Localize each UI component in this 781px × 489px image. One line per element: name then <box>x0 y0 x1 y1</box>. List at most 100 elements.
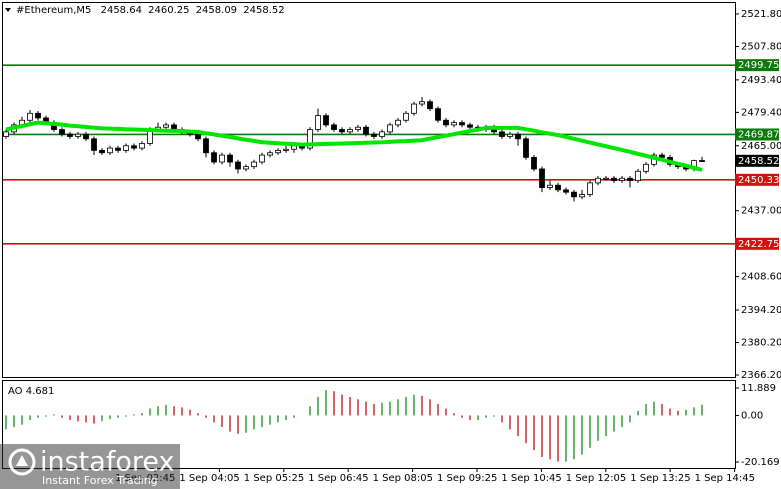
candle-body <box>267 152 273 156</box>
y-tick-label: 2465.00 <box>741 141 781 152</box>
candle-body <box>67 133 73 137</box>
y-tick-label: 0.00 <box>741 410 763 421</box>
candle-body <box>131 145 137 149</box>
candle-body <box>163 124 169 128</box>
candle-body <box>83 133 89 140</box>
ao-title: AO 4.681 <box>8 386 54 397</box>
level-label: 2469.87 <box>738 129 779 140</box>
candle-body <box>227 154 233 163</box>
candle-body <box>243 166 249 170</box>
candle-body <box>291 145 297 150</box>
y-tick-label: 2521.80 <box>741 9 781 20</box>
candle-body <box>627 177 633 181</box>
candle-body <box>619 177 625 181</box>
candle-body <box>27 112 33 121</box>
x-tick-label: 1 Sep 02:45 <box>115 473 175 484</box>
last-price-label: 2458.52 <box>738 156 779 167</box>
y-tick-label: 2507.80 <box>741 41 781 52</box>
candle-body <box>115 147 121 151</box>
candle-body <box>451 122 457 126</box>
candle-body <box>459 122 465 126</box>
header: #Ethereum,M5 2458.64 2460.25 2458.09 245… <box>16 5 285 16</box>
candle-body <box>603 177 609 180</box>
brand: instaforex <box>40 447 174 478</box>
candle-body <box>3 131 9 137</box>
x-tick-label: 1 Sep 04:05 <box>179 473 239 484</box>
level-tag <box>735 237 779 250</box>
header-low: 2458.09 <box>196 5 237 16</box>
y-tick-label: 2408.60 <box>741 272 781 283</box>
level-label: 2499.75 <box>738 60 779 71</box>
y-tick-label: 2394.20 <box>741 305 781 316</box>
x-tick-label: 1 Sep 06:45 <box>308 473 368 484</box>
logo-ring <box>8 448 36 476</box>
candle-body <box>523 138 529 158</box>
candle-body <box>59 129 65 135</box>
candle-body <box>91 138 97 151</box>
x-tick-label: 1 Sep 05:25 <box>244 473 304 484</box>
y-tick-label: 11.889 <box>741 383 776 394</box>
candle-body <box>203 138 209 154</box>
candle-body <box>547 184 553 188</box>
candle-body <box>699 160 705 162</box>
candle-body <box>419 101 425 105</box>
x-tick-label: 1 Sep 14:45 <box>695 473 755 484</box>
candle-body <box>555 184 561 191</box>
symbol: #Ethereum,M5 <box>16 5 91 16</box>
candle-body <box>219 154 225 163</box>
candle-body <box>259 154 265 163</box>
candle-body <box>635 170 641 181</box>
level-tag <box>735 59 779 72</box>
y-tick-label: 2493.40 <box>741 75 781 86</box>
level-label: 2422.75 <box>738 239 779 250</box>
candle-body <box>379 131 385 137</box>
candle-body <box>395 119 401 126</box>
candle-body <box>611 177 617 181</box>
y-tick-label: 2366.20 <box>741 370 781 381</box>
candle-body <box>427 101 433 110</box>
candle-body <box>275 150 281 154</box>
candle-body <box>659 154 665 158</box>
level-tag <box>735 173 779 186</box>
logo-mark <box>16 455 28 466</box>
candle-body <box>347 129 353 133</box>
moving-average <box>5 120 703 172</box>
x-tick-label: 1 Sep 10:45 <box>501 473 561 484</box>
y-tick-label: 2380.20 <box>741 338 781 349</box>
x-tick-label: 1 Sep 09:25 <box>437 473 497 484</box>
ao-panel-frame <box>2 380 736 469</box>
candle-body <box>435 108 441 121</box>
candle-body <box>371 133 377 137</box>
candle-body <box>443 119 449 126</box>
candle-body <box>411 103 417 114</box>
candle-body <box>587 182 593 195</box>
candle-body <box>307 129 313 149</box>
candle-body <box>579 194 585 198</box>
candle-body <box>123 145 129 151</box>
candle-body <box>339 129 345 133</box>
candle-body <box>387 124 393 133</box>
y-tick-label: 2437.00 <box>741 206 781 217</box>
x-tick-label: 1 Sep 12:05 <box>566 473 626 484</box>
candle-body <box>315 115 321 130</box>
candle-body <box>323 115 329 126</box>
candle-body <box>355 126 361 130</box>
candle-body <box>507 133 513 137</box>
candle-body <box>563 189 569 193</box>
candle-body <box>107 147 113 154</box>
candle-body <box>595 177 601 184</box>
candle-body <box>75 133 81 137</box>
plot: 2521.80 2507.80 2493.40 2479.40 2465.00 2437.… <box>3 9 781 484</box>
candle-body <box>235 161 241 170</box>
x-tick-label: 1 Sep 08:05 <box>373 473 433 484</box>
candle-body <box>499 131 505 137</box>
candle-body <box>211 152 217 163</box>
candle-body <box>643 163 649 172</box>
y-tick-label: -20.169 <box>741 457 780 468</box>
candle-body <box>283 148 289 151</box>
candle-body <box>571 191 577 198</box>
candle-body <box>539 168 545 188</box>
y-tick-label: 2479.40 <box>741 107 781 118</box>
candle-body <box>363 126 369 135</box>
